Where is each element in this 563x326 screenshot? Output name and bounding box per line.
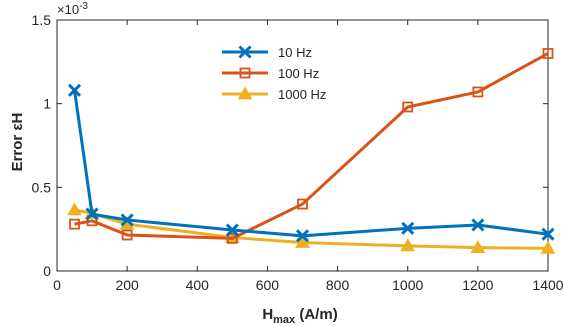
legend-label: 100 Hz [278, 66, 319, 81]
x-axis-label-main: H [262, 306, 273, 323]
data-point [295, 235, 310, 248]
data-point [541, 227, 555, 241]
x-tick-label: 600 [256, 277, 280, 293]
legend-entry: 10 Hz [222, 45, 312, 60]
x-tick-label: 0 [53, 277, 61, 293]
x-axis-label-rest: (A/m) [295, 306, 338, 323]
legend-entry: 1000 Hz [222, 86, 326, 102]
data-point-stroke [295, 229, 310, 243]
data-point [86, 215, 98, 227]
x-tick-label: 400 [186, 277, 210, 293]
x-tick-label: 1400 [532, 277, 563, 293]
x-tick-label: 1200 [462, 277, 493, 293]
data-point [67, 202, 82, 216]
plot-frame [56, 19, 549, 272]
x-tick-label: 200 [115, 277, 139, 293]
data-point [540, 240, 556, 254]
data-point [400, 238, 416, 252]
data-point [120, 213, 134, 227]
data-point-stroke [120, 213, 134, 227]
data-point [542, 48, 554, 59]
x-axis-label-sub: max [273, 314, 296, 326]
data-point [85, 207, 99, 221]
legend-marker-stroke [238, 45, 252, 59]
y-axis-label: Error εH [9, 113, 26, 172]
data-point [67, 83, 82, 97]
y-tick-label: 0.5 [32, 179, 52, 195]
plot-area [56, 19, 549, 272]
y-exponent-base: ×10 [57, 2, 79, 17]
data-point [472, 86, 484, 98]
data-point [69, 218, 80, 230]
legend-marker [239, 67, 251, 79]
data-point-stroke [471, 218, 485, 232]
y-tick-label: 1.5 [32, 12, 52, 28]
data-point-stroke [67, 83, 82, 97]
series-line [74, 52, 549, 240]
legend-label: 10 Hz [278, 45, 312, 60]
legend-label: 1000 Hz [278, 87, 326, 102]
x-tick-label: 1000 [392, 277, 423, 293]
legend-marker [238, 45, 252, 59]
legend-entry: 100 Hz [222, 66, 319, 81]
data-point [402, 101, 414, 113]
data-point-stroke [225, 223, 239, 237]
data-point [295, 229, 310, 243]
data-point [225, 223, 239, 237]
series-line [73, 90, 549, 238]
series-100-hz [69, 48, 554, 244]
data-point-stroke [401, 221, 415, 235]
series-10-hz [67, 83, 555, 243]
y-tick-label: 0 [43, 263, 51, 279]
data-point [297, 198, 308, 210]
x-axis-label: Hmax (A/m) [262, 306, 337, 326]
data-point [401, 221, 415, 235]
legend: 10 Hz 100 Hz 1000 Hz [222, 45, 326, 102]
y-exponent-power: -3 [79, 1, 88, 12]
legend-marker [237, 86, 253, 100]
data-point [121, 229, 133, 241]
series-layer [67, 48, 556, 254]
data-point [470, 240, 486, 253]
data-point [226, 232, 238, 244]
x-tick-label: 800 [326, 277, 350, 293]
y-tick-label: 1 [43, 96, 51, 112]
data-point-stroke [541, 227, 555, 241]
data-point [471, 218, 485, 232]
y-axis-exponent: ×10-3 [57, 1, 88, 17]
ticks-layer: 0 200 400 600 800 1000 1200 1400 0 0.5 1 1.5 [32, 12, 563, 293]
data-point-stroke [85, 207, 99, 221]
